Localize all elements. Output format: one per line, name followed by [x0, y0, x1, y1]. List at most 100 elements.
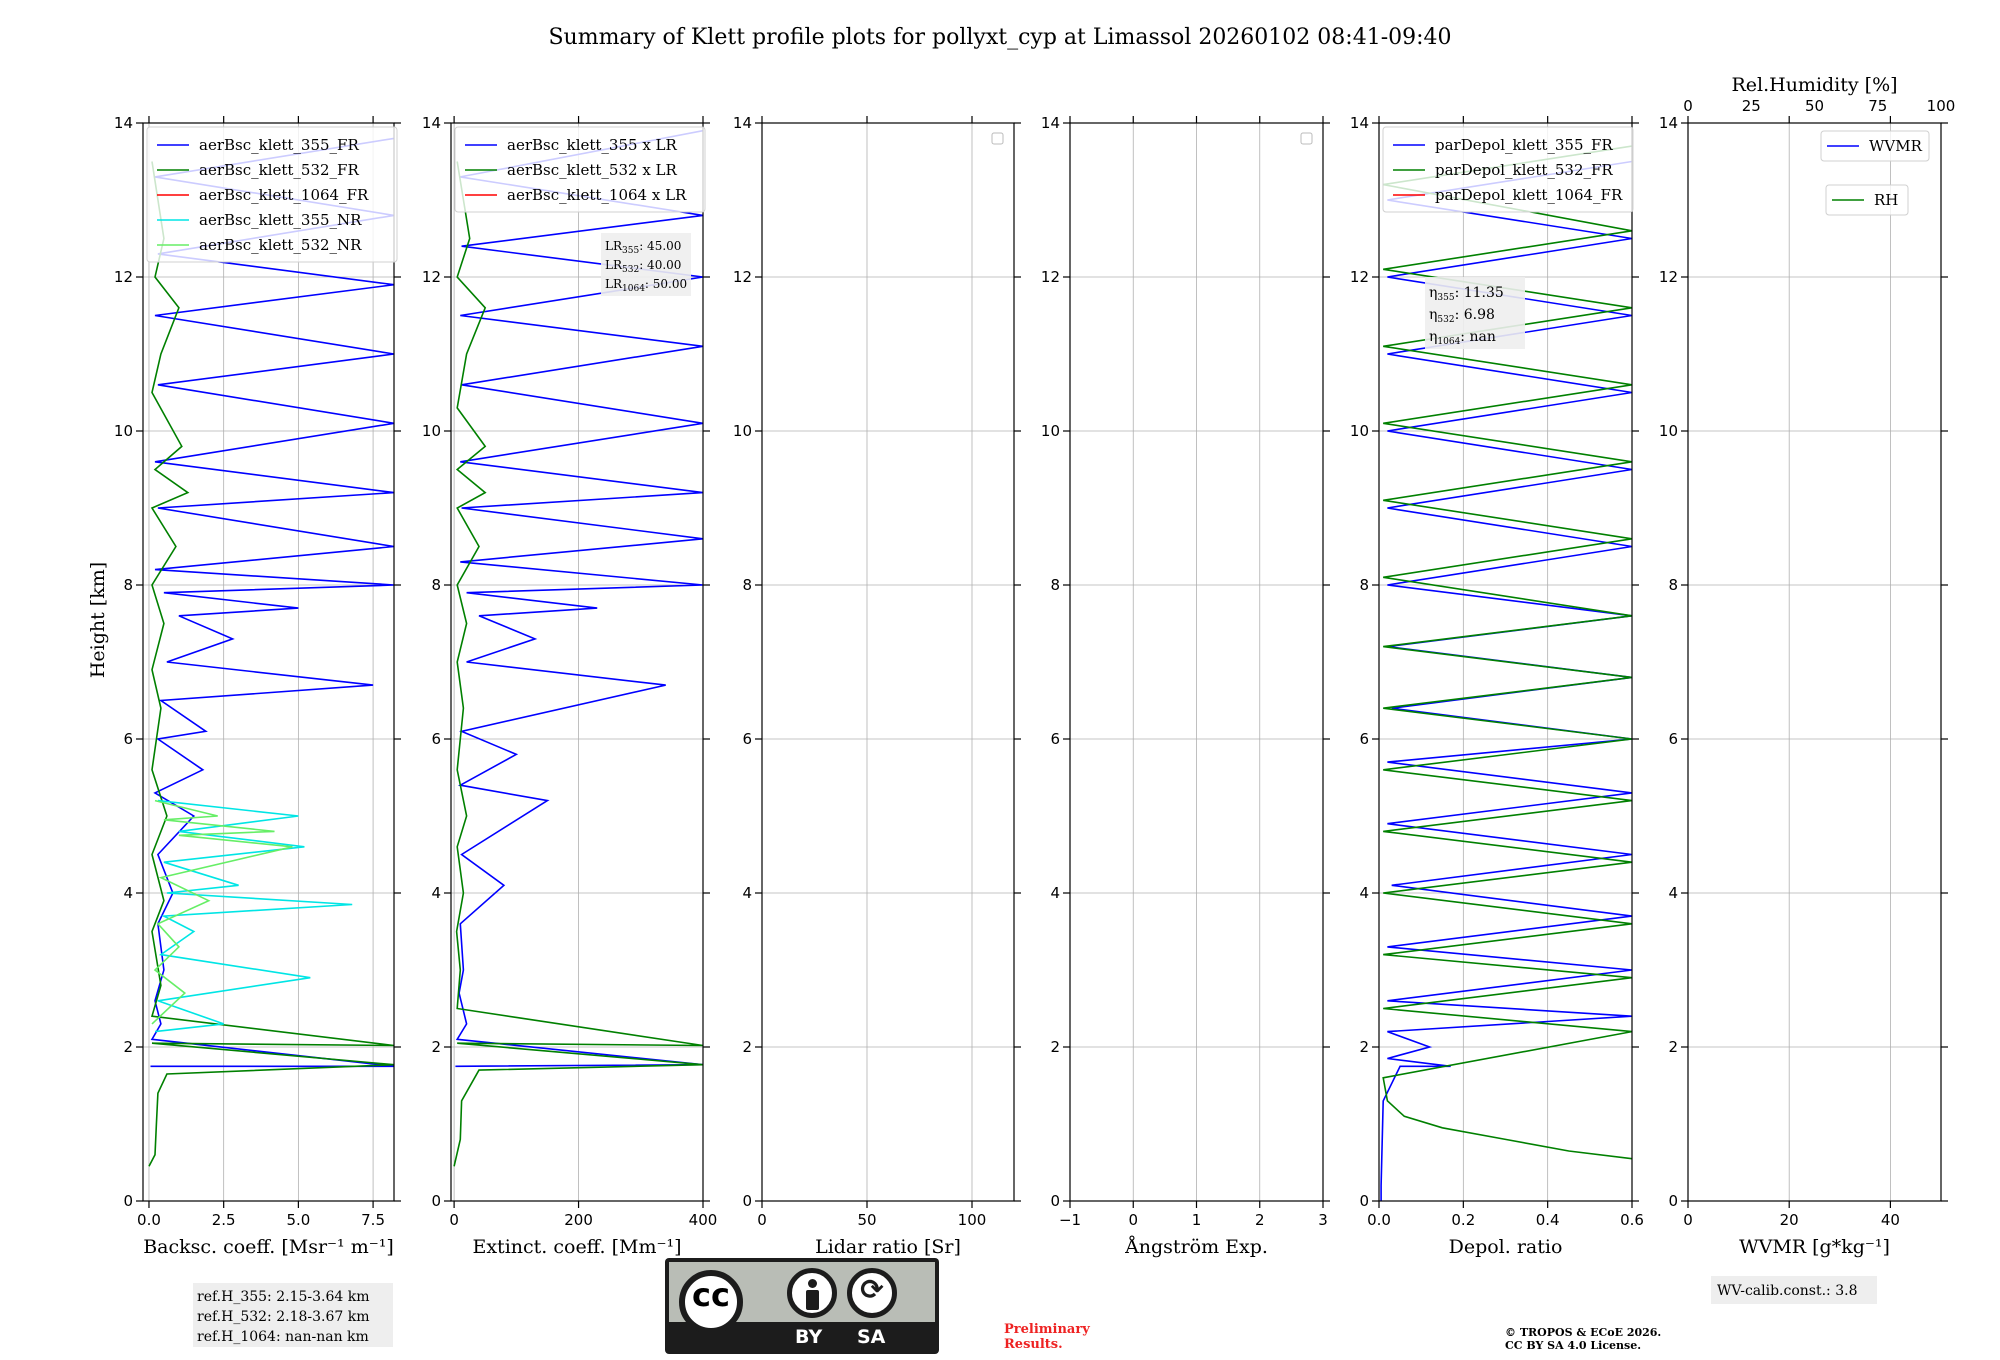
axes-frame [761, 122, 1015, 1202]
y-tick-label: 0 [742, 1192, 752, 1210]
empty-legend-box [1300, 132, 1313, 145]
eta-label: η532: 6.98 [1429, 307, 1495, 325]
y-tick-label: 10 [733, 422, 752, 440]
series-line-aerBsc_klett_355 x LR [455, 129, 703, 1068]
legend-label: parDepol_klett_355_FR [1435, 136, 1613, 154]
ref-height-box [193, 1283, 393, 1347]
y-tick-label: 14 [1659, 114, 1678, 132]
axes-frame [1687, 122, 1942, 1202]
chart-title: Summary of Klett profile plots for polly… [548, 25, 1451, 50]
empty-legend-box [991, 132, 1004, 145]
legend-label: aerBsc_klett_355_FR [199, 136, 359, 154]
y-tick-label: 12 [733, 268, 752, 286]
y-tick-label: 8 [123, 576, 133, 594]
panel-ext: 0 2 4 6 8 10 12 14 0 200 400 Extinct. coeff. [Mm⁻¹]… [422, 114, 717, 1258]
legend-label: aerBsc_klett_355 x LR [507, 136, 678, 154]
series-line-parDepol_klett_532_FR [1382, 145, 1632, 1160]
series-line-aerBsc_klett_532_NR [151, 799, 293, 1025]
top-x-tick-label: 75 [1868, 97, 1887, 115]
series-line-aerBsc_klett_355_NR [154, 799, 353, 1033]
y-tick-label: 12 [1659, 268, 1678, 286]
y-tick-label: 10 [1350, 422, 1369, 440]
y-tick-label: 2 [123, 1038, 133, 1056]
by-label: BY [795, 1326, 823, 1348]
top-x-tick-label: 0 [1683, 97, 1693, 115]
legend-label: WVMR [1869, 137, 1923, 155]
x-tick-label: 7.5 [361, 1211, 385, 1229]
by-person-icon [787, 1268, 837, 1318]
wv-calib-box [1711, 1276, 1877, 1304]
y-tick-label: 10 [422, 422, 441, 440]
y-tick-label: 12 [1350, 268, 1369, 286]
y-tick-label: 12 [1041, 268, 1060, 286]
eta-label: η1064: nan [1429, 329, 1496, 347]
y-tick-label: 2 [431, 1038, 441, 1056]
copyright-note: © TROPOS & ECoE 2026. CC BY SA 4.0 Licen… [1505, 1326, 1661, 1352]
cc-logo-icon: cc [679, 1270, 743, 1334]
y-tick-label: 8 [1359, 576, 1369, 594]
y-tick-label: 4 [431, 884, 441, 902]
x-tick-label: 0 [757, 1211, 767, 1229]
y-tick-label: 6 [1359, 730, 1369, 748]
panel-lr: 0 2 4 6 8 10 12 14 0 50 100 Lidar ratio [Sr] [733, 114, 1021, 1258]
lidar-ratio-label: LR355: 45.00 [605, 239, 681, 256]
preliminary-line-2: Results. [1004, 1337, 1063, 1352]
x-axis-label: Depol. ratio [1449, 1236, 1563, 1258]
y-tick-label: 8 [1668, 576, 1678, 594]
x-tick-label: 20 [1780, 1211, 1799, 1229]
legend-label: aerBsc_klett_1064_FR [199, 186, 369, 204]
x-tick-label: 0.2 [1451, 1211, 1475, 1229]
copyright-line-1: © TROPOS & ECoE 2026. [1505, 1326, 1662, 1339]
ref-height-text: ref.H_355: 2.15-3.64 km [197, 1289, 370, 1305]
lidar-ratio-box [601, 233, 691, 296]
legend-label: aerBsc_klett_532_FR [199, 161, 359, 179]
axes-frame [450, 122, 704, 1202]
y-tick-label: 14 [1041, 114, 1060, 132]
y-tick-label: 10 [1659, 422, 1678, 440]
x-tick-label: 0 [1128, 1211, 1138, 1229]
top-x-tick-label: 25 [1742, 97, 1761, 115]
y-tick-label: 6 [123, 730, 133, 748]
x-axis-label: Ångström Exp. [1124, 1236, 1268, 1258]
y-tick-label: 12 [422, 268, 441, 286]
y-tick-label: 4 [123, 884, 133, 902]
y-tick-label: 0 [1359, 1192, 1369, 1210]
x-axis-label: Extinct. coeff. [Mm⁻¹] [472, 1236, 681, 1258]
x-tick-label: 400 [689, 1211, 718, 1229]
legend-box [1382, 126, 1634, 213]
series-line-aerBsc_klett_532_FR [148, 161, 394, 1167]
x-tick-label: 0.0 [1367, 1211, 1391, 1229]
wv-calib-text: WV-calib.const.: 3.8 [1717, 1283, 1857, 1299]
sa-label: SA [857, 1326, 886, 1348]
y-tick-label: 0 [1050, 1192, 1060, 1210]
preliminary-note: Preliminary Results. [1004, 1322, 1090, 1352]
ref-height-text: ref.H_1064: nan-nan km [197, 1329, 369, 1345]
y-tick-label: 4 [1359, 884, 1369, 902]
y-axis-label: Height [km] [87, 562, 109, 678]
y-tick-label: 14 [733, 114, 752, 132]
y-tick-label: 2 [1050, 1038, 1060, 1056]
y-tick-label: 2 [1668, 1038, 1678, 1056]
y-tick-label: 2 [742, 1038, 752, 1056]
x-axis-label: WVMR [g*kg⁻¹] [1739, 1236, 1890, 1258]
y-tick-label: 4 [1668, 884, 1678, 902]
legend-box [146, 126, 398, 263]
y-tick-label: 12 [114, 268, 133, 286]
panel-depol: 0 2 4 6 8 10 12 14 0.0 0.2 0.4 0.6 Depol. ratio parDe… [1350, 114, 1644, 1258]
top-x-tick-label: 100 [1927, 97, 1956, 115]
series-line-parDepol_klett_355_FR [1380, 160, 1632, 1201]
x-tick-label: 0.6 [1620, 1211, 1644, 1229]
copyright-line-2: CC BY SA 4.0 License. [1505, 1339, 1642, 1352]
sa-share-icon: ⟳ [847, 1268, 897, 1318]
legend-box [1825, 184, 1909, 216]
eta-label: η355: 11.35 [1429, 285, 1504, 303]
lidar-ratio-label: LR1064: 50.00 [605, 277, 687, 294]
y-tick-label: 6 [431, 730, 441, 748]
y-tick-label: 0 [123, 1192, 133, 1210]
y-tick-label: 14 [114, 114, 133, 132]
eta-box [1425, 277, 1525, 349]
y-tick-label: 0 [1668, 1192, 1678, 1210]
y-tick-label: 8 [431, 576, 441, 594]
